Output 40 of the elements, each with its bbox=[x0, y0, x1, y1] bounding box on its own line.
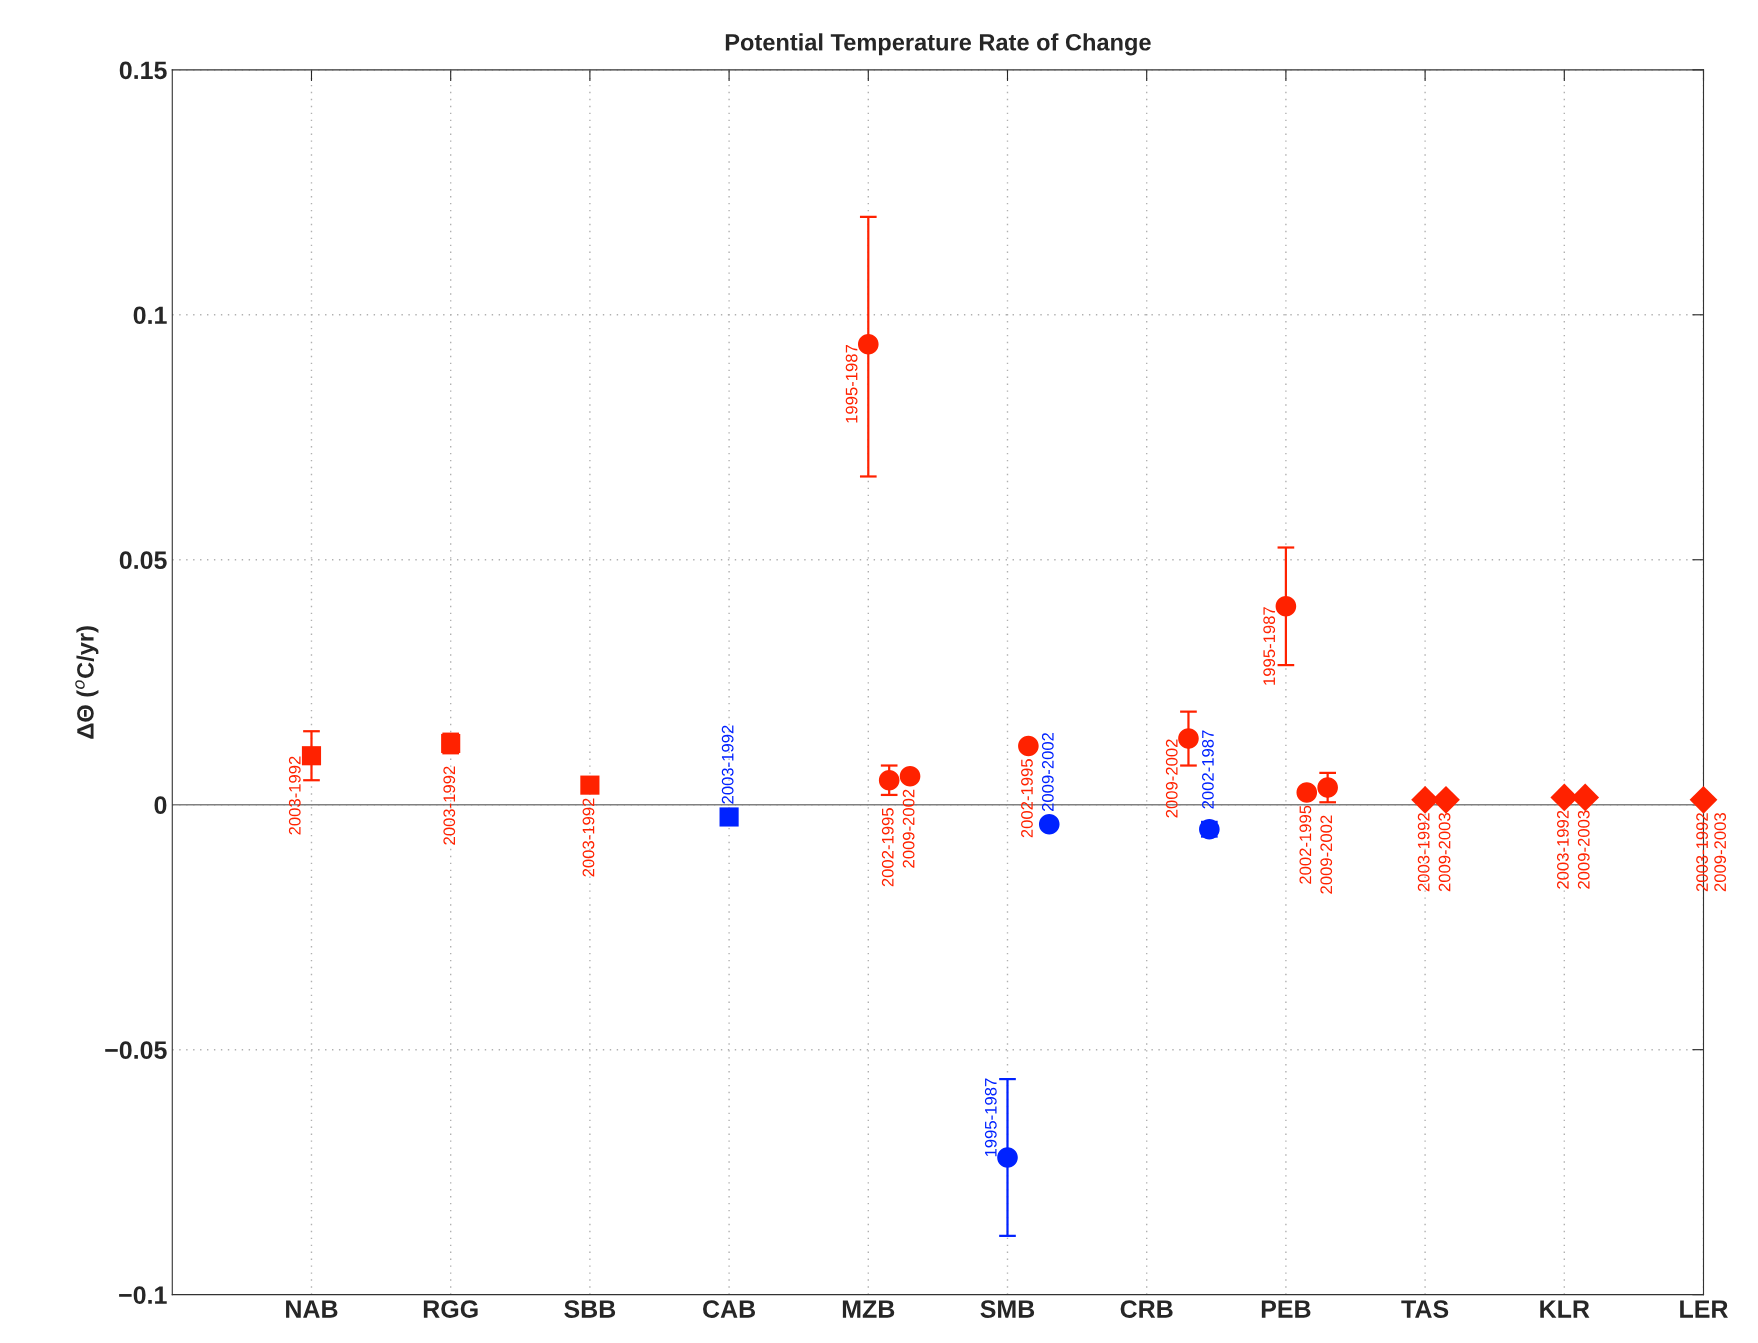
x-tick-label: SBB bbox=[564, 1300, 616, 1318]
text: 2009-2003 bbox=[1714, 813, 1727, 892]
data-label: 2009-2002 bbox=[1041, 732, 1054, 811]
data-label: 2003-1992 bbox=[582, 798, 595, 877]
data-label: 2009-2002 bbox=[902, 789, 915, 868]
data-label: 2003-1992 bbox=[721, 725, 734, 804]
x-tick-label: CAB bbox=[703, 1300, 756, 1318]
chart-title: Potential Temperature Rate of Change bbox=[725, 33, 1151, 56]
y-tick-label: 0.05 bbox=[119, 551, 167, 570]
x-tick-label: MZB bbox=[842, 1300, 895, 1318]
y-axis-title: ΔΘ ($^{o}$C/yr) bbox=[75, 626, 99, 739]
data-label: 1995-1987 bbox=[1263, 607, 1276, 685]
y-tick-label: −0.1 bbox=[119, 1286, 167, 1304]
x-tick-label: LER bbox=[1680, 1300, 1728, 1318]
x-tick-label: CRB bbox=[1120, 1300, 1173, 1318]
data-label: 2002-1995 bbox=[1299, 805, 1312, 884]
data-label: 2003-1992 bbox=[1556, 810, 1569, 889]
data-label: 1995-1987 bbox=[984, 1078, 997, 1157]
data-label: 2003-1992 bbox=[443, 766, 456, 845]
x-tick-label: TAS bbox=[1401, 1300, 1449, 1318]
data-label: 2009-2003 bbox=[1438, 813, 1451, 892]
data-label: 1995-1987 bbox=[845, 345, 858, 423]
data-label: 2002-1987 bbox=[1202, 730, 1214, 809]
y-tick-label: 0.15 bbox=[119, 61, 167, 80]
x-tick-label: RGG bbox=[423, 1300, 478, 1318]
y-tick-label: 0.1 bbox=[133, 306, 167, 325]
data-label: 2009-2002 bbox=[1320, 815, 1333, 894]
data-label: 2003-1992 bbox=[1417, 813, 1430, 892]
data-label: 2003-1992 bbox=[288, 756, 301, 835]
x-tick-label: NAB bbox=[286, 1300, 338, 1318]
x-tick-label: KLR bbox=[1540, 1300, 1590, 1318]
data-label: 2002-1995 bbox=[1021, 759, 1033, 838]
data-label: 2009-2003 bbox=[1577, 810, 1590, 889]
data-label: 2002-1995 bbox=[881, 808, 894, 887]
x-tick-label: SMB bbox=[980, 1300, 1035, 1318]
y-tick-label: 0 bbox=[154, 796, 167, 815]
y-tick-label: −0.05 bbox=[105, 1041, 167, 1059]
x-tick-label: PEB bbox=[1261, 1300, 1311, 1318]
data-label: 2009-2002 bbox=[1165, 739, 1178, 818]
data-label: 2003-1992 bbox=[1696, 813, 1708, 892]
